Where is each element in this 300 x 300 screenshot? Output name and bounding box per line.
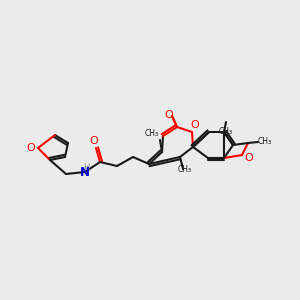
Text: CH₃: CH₃ xyxy=(145,128,159,137)
Text: CH₃: CH₃ xyxy=(178,166,192,175)
Text: H: H xyxy=(83,163,89,172)
Text: O: O xyxy=(244,153,253,163)
Text: O: O xyxy=(27,143,35,153)
Text: N: N xyxy=(80,167,90,179)
Text: CH₃: CH₃ xyxy=(258,137,272,146)
Text: O: O xyxy=(190,120,200,130)
Text: O: O xyxy=(90,136,98,146)
Text: O: O xyxy=(165,110,173,120)
Text: CH₃: CH₃ xyxy=(219,127,233,136)
